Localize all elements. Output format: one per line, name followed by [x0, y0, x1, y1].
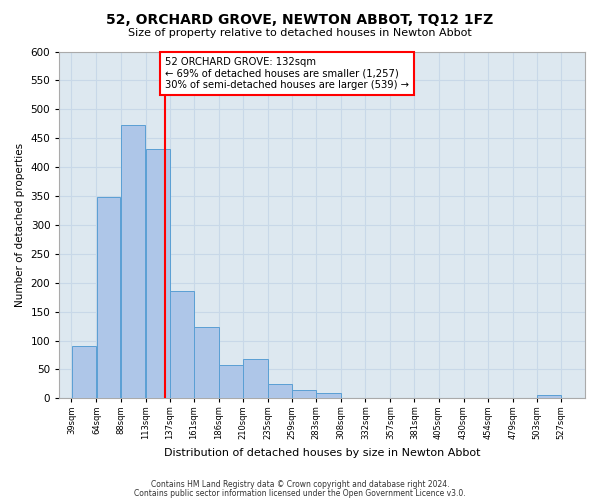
Text: Contains HM Land Registry data © Crown copyright and database right 2024.: Contains HM Land Registry data © Crown c… — [151, 480, 449, 489]
Y-axis label: Number of detached properties: Number of detached properties — [15, 143, 25, 307]
Bar — [121, 126, 145, 398]
Bar — [146, 148, 170, 398]
Text: Contains public sector information licensed under the Open Government Licence v3: Contains public sector information licen… — [134, 488, 466, 498]
Text: 52 ORCHARD GROVE: 132sqm
← 69% of detached houses are smaller (1,257)
30% of sem: 52 ORCHARD GROVE: 132sqm ← 69% of detach… — [164, 58, 409, 90]
Bar — [219, 366, 243, 398]
Bar — [97, 197, 121, 398]
Bar — [292, 390, 316, 398]
Bar — [268, 384, 292, 398]
Bar — [194, 327, 218, 398]
Bar — [170, 292, 194, 399]
Bar — [537, 396, 561, 398]
Bar — [243, 359, 268, 399]
Bar — [71, 346, 97, 399]
Text: 52, ORCHARD GROVE, NEWTON ABBOT, TQ12 1FZ: 52, ORCHARD GROVE, NEWTON ABBOT, TQ12 1F… — [106, 12, 494, 26]
Bar — [316, 393, 341, 398]
X-axis label: Distribution of detached houses by size in Newton Abbot: Distribution of detached houses by size … — [164, 448, 481, 458]
Text: Size of property relative to detached houses in Newton Abbot: Size of property relative to detached ho… — [128, 28, 472, 38]
